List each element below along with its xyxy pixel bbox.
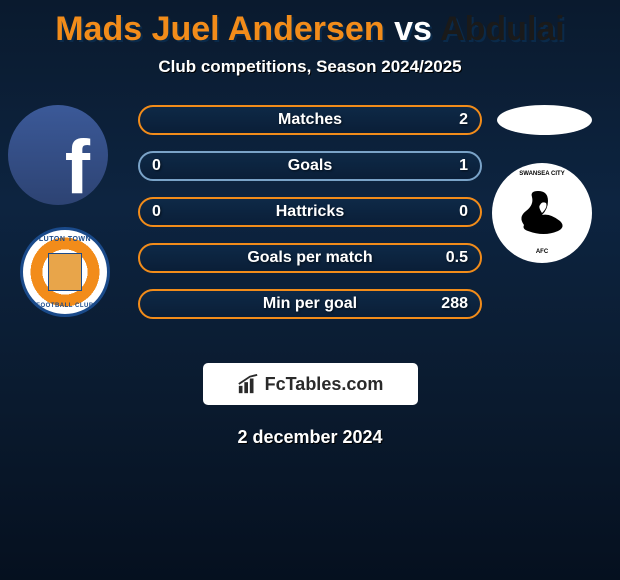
- luton-text-bottom: FOOTBALL CLUB: [36, 303, 93, 309]
- stat-label: Goals: [288, 157, 332, 175]
- stat-row: Matches 2: [138, 105, 482, 135]
- stat-label: Matches: [278, 111, 342, 129]
- stat-row: Goals per match 0.5: [138, 243, 482, 273]
- luton-town-badge: LUTON TOWN FOOTBALL CLUB: [20, 227, 110, 317]
- title-player1: Mads Juel Andersen: [55, 10, 384, 48]
- stat-label: Hattricks: [276, 203, 344, 221]
- swan-icon: [512, 183, 572, 243]
- stat-right-value: 0.5: [446, 249, 468, 267]
- stat-left-value: 0: [152, 203, 161, 221]
- stat-right-value: 1: [459, 157, 468, 175]
- brand-text: FcTables.com: [265, 374, 384, 395]
- page-title: Mads Juel Andersen vs Abdulai: [0, 0, 620, 49]
- fb-letter: f: [65, 124, 90, 205]
- swansea-city-badge: SWANSEA CITY AFC: [492, 163, 592, 263]
- right-badges: SWANSEA CITY AFC: [492, 105, 602, 263]
- brand-box[interactable]: FcTables.com: [203, 363, 418, 405]
- left-badges: f LUTON TOWN FOOTBALL CLUB: [8, 105, 123, 317]
- stats-column: Matches 2 0 Goals 1 0 Hattricks 0 Goals per matc…: [138, 105, 482, 335]
- white-ellipse-icon: [497, 105, 592, 135]
- stat-row: 0 Hattricks 0: [138, 197, 482, 227]
- title-vs: vs: [394, 10, 432, 48]
- swansea-text-top: SWANSEA CITY: [519, 171, 564, 177]
- title-player2: Abdulai: [440, 10, 565, 48]
- stat-left-value: 0: [152, 157, 161, 175]
- stat-label: Min per goal: [263, 295, 357, 313]
- stat-right-value: 288: [441, 295, 468, 313]
- luton-text-top: LUTON TOWN: [39, 236, 91, 243]
- subtitle: Club competitions, Season 2024/2025: [0, 57, 620, 77]
- comparison-content: f LUTON TOWN FOOTBALL CLUB SWANSEA CITY …: [0, 105, 620, 345]
- date-text: 2 december 2024: [0, 427, 620, 448]
- stat-label: Goals per match: [247, 249, 372, 267]
- stat-right-value: 2: [459, 111, 468, 129]
- chart-icon: [237, 373, 259, 395]
- stat-right-value: 0: [459, 203, 468, 221]
- stat-row: Min per goal 288: [138, 289, 482, 319]
- stat-row: 0 Goals 1: [138, 151, 482, 181]
- facebook-icon: f: [8, 105, 108, 205]
- swansea-text-bottom: AFC: [536, 249, 548, 255]
- luton-crest-inner: [48, 253, 82, 291]
